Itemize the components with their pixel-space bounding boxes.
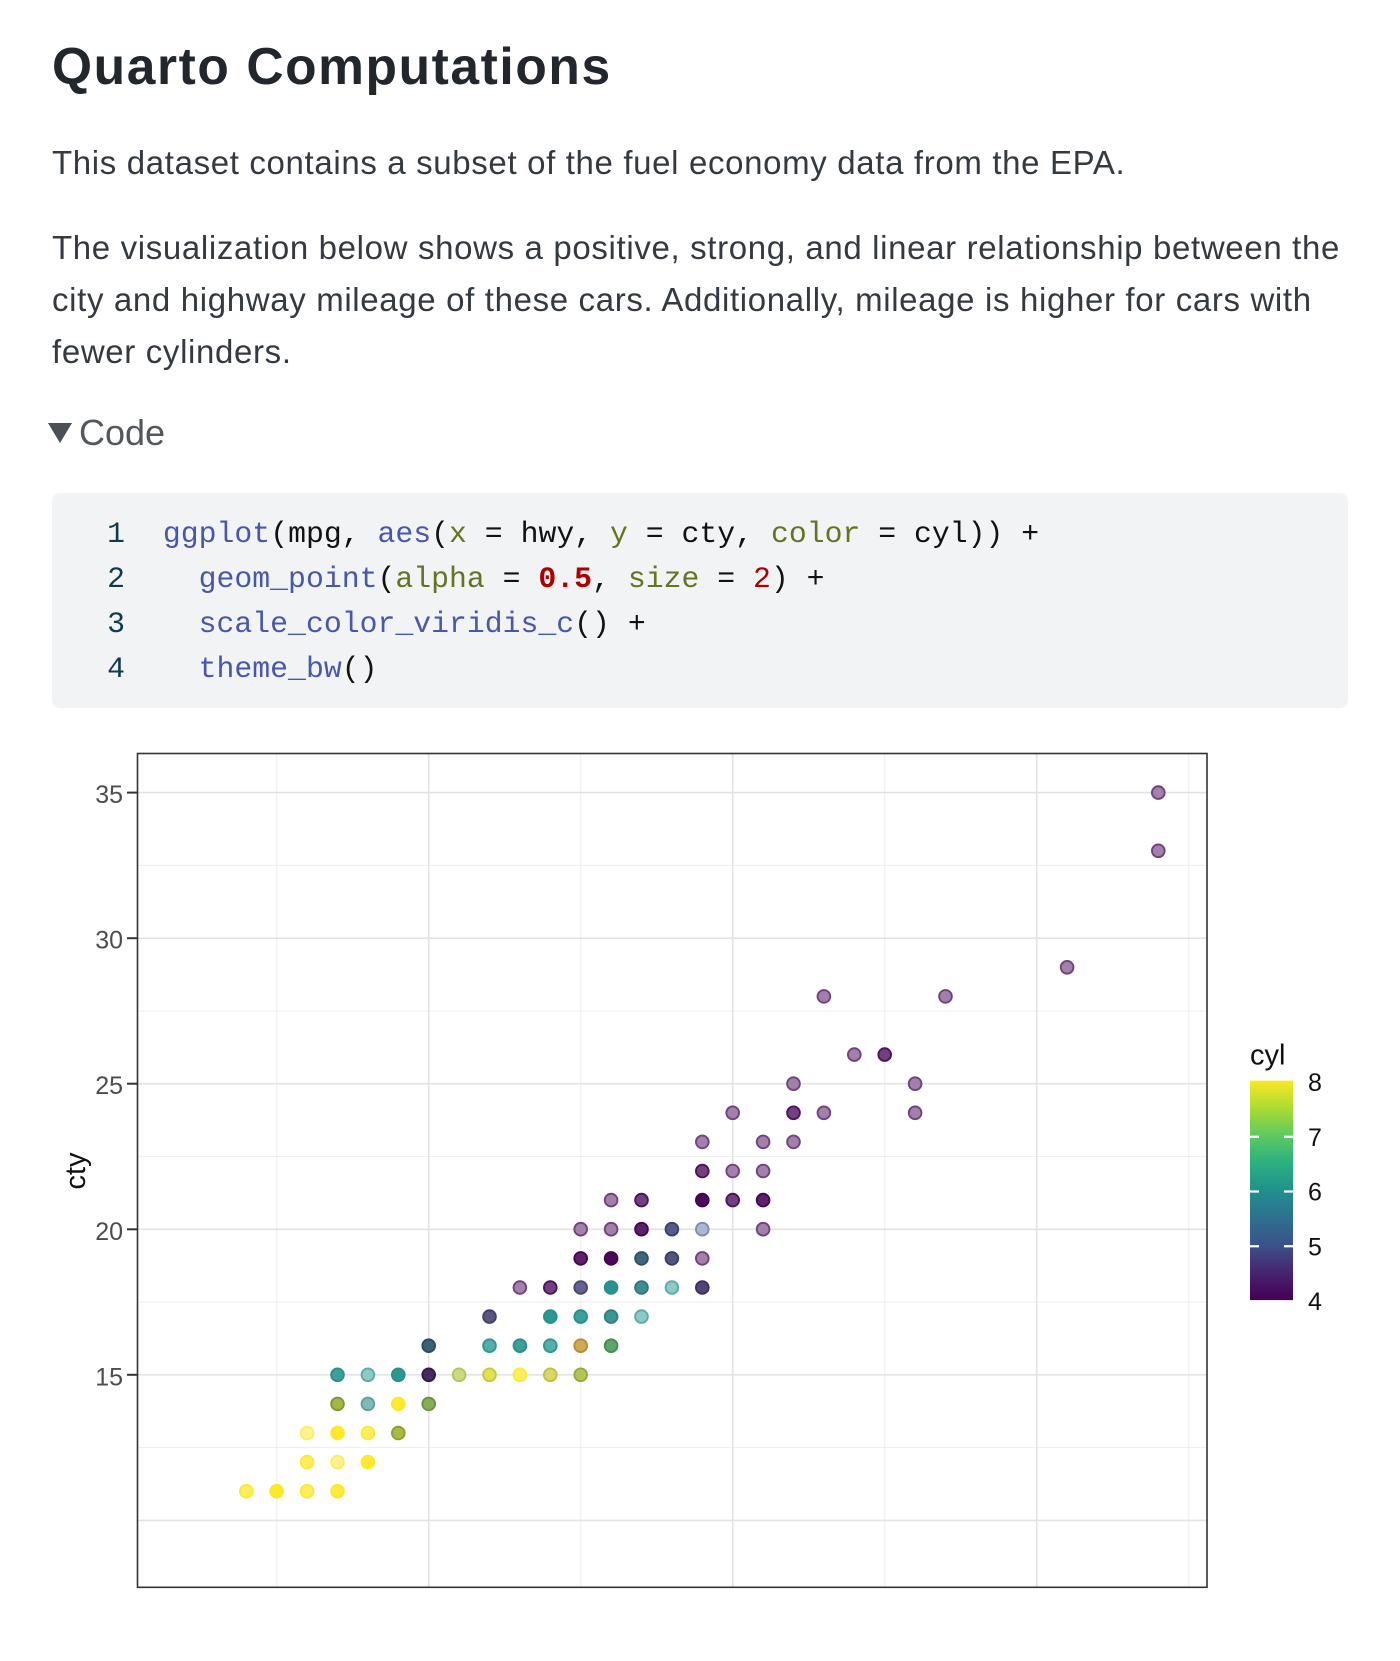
svg-text:8: 8 [1308, 1069, 1322, 1097]
svg-text:5: 5 [1308, 1234, 1322, 1262]
svg-text:25: 25 [95, 1073, 123, 1101]
svg-text:15: 15 [95, 1364, 123, 1392]
svg-text:35: 35 [95, 782, 123, 810]
svg-text:30: 30 [95, 927, 123, 955]
svg-text:20: 20 [95, 1218, 123, 1246]
svg-text:4: 4 [1308, 1288, 1322, 1316]
svg-text:6: 6 [1308, 1179, 1322, 1207]
svg-text:7: 7 [1308, 1124, 1322, 1152]
svg-text:cty: cty [60, 1152, 92, 1190]
svg-text:cyl: cyl [1250, 1040, 1285, 1072]
